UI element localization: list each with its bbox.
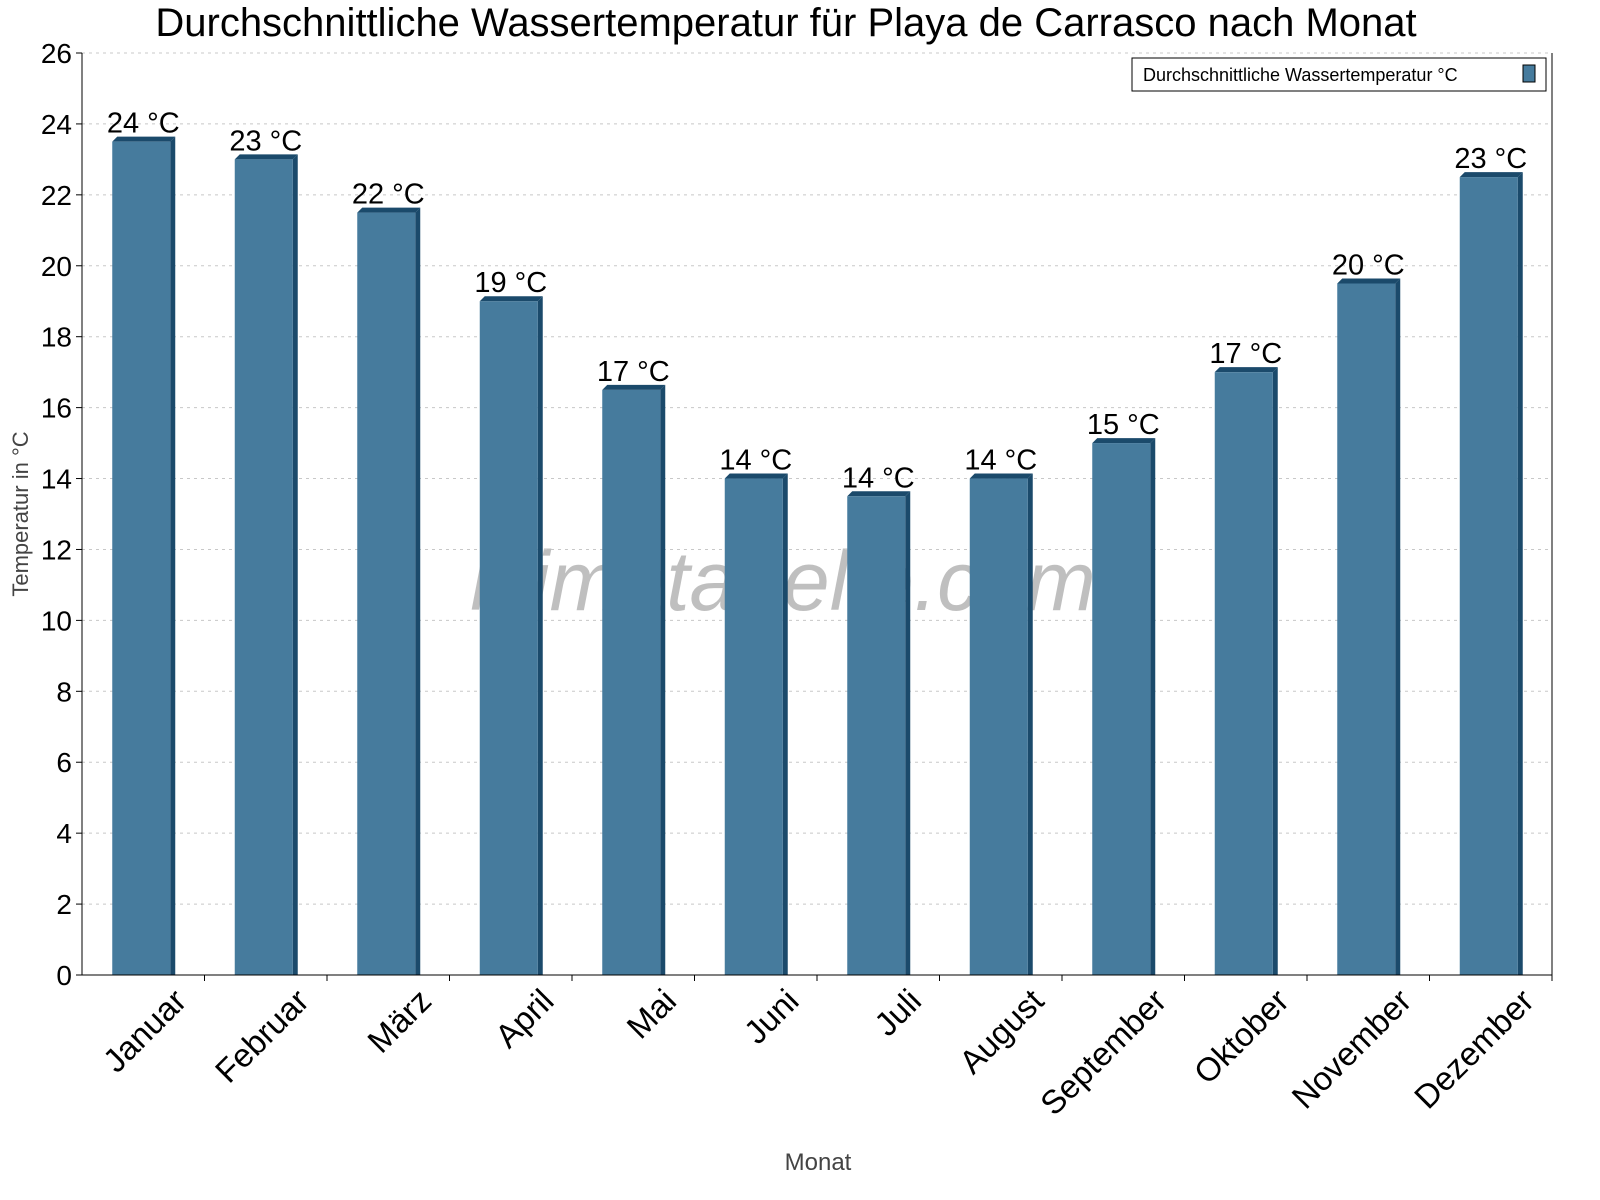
x-tick-label: Juni [737, 982, 806, 1051]
y-tick-label: 20 [41, 251, 72, 282]
x-tick-label: April [488, 982, 561, 1055]
bar [1214, 372, 1273, 976]
bar [1459, 177, 1518, 976]
y-tick-label: 4 [56, 818, 72, 849]
bar [357, 212, 416, 976]
y-tick-label: 26 [41, 38, 72, 69]
bar [969, 478, 1028, 975]
y-tick-label: 0 [56, 960, 72, 991]
x-axis-label: Monat [785, 1149, 852, 1176]
chart-title: Durchschnittliche Wassertemperatur für P… [155, 1, 1416, 45]
y-tick-label: 24 [41, 109, 72, 140]
data-label: 22 °C [352, 179, 425, 211]
bar-side [1272, 367, 1278, 976]
data-label: 14 °C [964, 445, 1037, 477]
x-tick-label: Juli [867, 982, 928, 1043]
data-label: 17 °C [597, 356, 670, 388]
legend: Durchschnittliche Wassertemperatur °C [1131, 57, 1547, 92]
x-tick-label: November [1284, 982, 1418, 1116]
y-axis-label: Temperatur in °C [8, 431, 33, 596]
bar-top [479, 296, 543, 302]
bar-side [782, 473, 788, 975]
bar [234, 159, 293, 975]
bar [847, 496, 906, 975]
bar-side [537, 296, 543, 975]
data-label: 23 °C [229, 125, 302, 157]
y-tick-label: 8 [56, 676, 72, 707]
data-label: 15 °C [1087, 409, 1160, 441]
bar [479, 301, 538, 975]
y-tick-label: 18 [41, 322, 72, 353]
legend-swatch [1522, 64, 1536, 83]
data-label: 19 °C [474, 267, 547, 299]
bar-side [660, 384, 666, 975]
bar-side [292, 154, 298, 975]
data-label: 14 °C [842, 462, 915, 494]
bar-top [1337, 278, 1401, 284]
bar [1337, 283, 1396, 975]
y-tick-label: 12 [41, 534, 72, 565]
data-label: 23 °C [1454, 143, 1527, 175]
bar-top [1459, 172, 1523, 178]
bar-top [1092, 438, 1156, 444]
legend-label: Durchschnittliche Wassertemperatur °C [1143, 65, 1458, 85]
bar-side [1027, 473, 1033, 975]
bar-top [724, 473, 788, 479]
y-tick-label: 2 [56, 889, 72, 920]
bar-top [234, 154, 298, 160]
bar-side [905, 491, 911, 975]
bar [1092, 443, 1151, 976]
bar-side [170, 136, 176, 976]
x-tick-label: Dezember [1407, 982, 1541, 1116]
data-label: 17 °C [1209, 338, 1282, 370]
bar [112, 141, 171, 976]
bar-side [1150, 438, 1156, 976]
x-tick-label: September [1033, 982, 1173, 1122]
bar-top [112, 136, 176, 142]
x-tick-label: Januar [96, 982, 194, 1080]
data-label: 24 °C [107, 108, 180, 140]
x-tick-label: März [360, 982, 438, 1060]
bar [724, 478, 783, 975]
y-tick-label: 6 [56, 747, 72, 778]
bar-side [415, 207, 421, 976]
y-tick-label: 10 [41, 605, 72, 636]
bar-top [1214, 367, 1278, 373]
x-tick-label: Februar [208, 982, 316, 1090]
data-label: 20 °C [1332, 250, 1405, 282]
x-tick-label: Oktober [1187, 982, 1296, 1091]
x-tick-label: August [952, 982, 1051, 1081]
x-tick-label: Mai [619, 982, 683, 1046]
bar-top [602, 384, 666, 390]
bar [602, 389, 661, 975]
bar-side [1395, 278, 1401, 975]
bar-top [847, 491, 911, 497]
data-label: 14 °C [719, 445, 792, 477]
y-tick-label: 16 [41, 393, 72, 424]
y-tick-label: 14 [41, 464, 72, 495]
bar-side [1517, 172, 1523, 976]
bar-top [357, 207, 421, 213]
bar-top [969, 473, 1033, 479]
y-tick-label: 22 [41, 180, 72, 211]
